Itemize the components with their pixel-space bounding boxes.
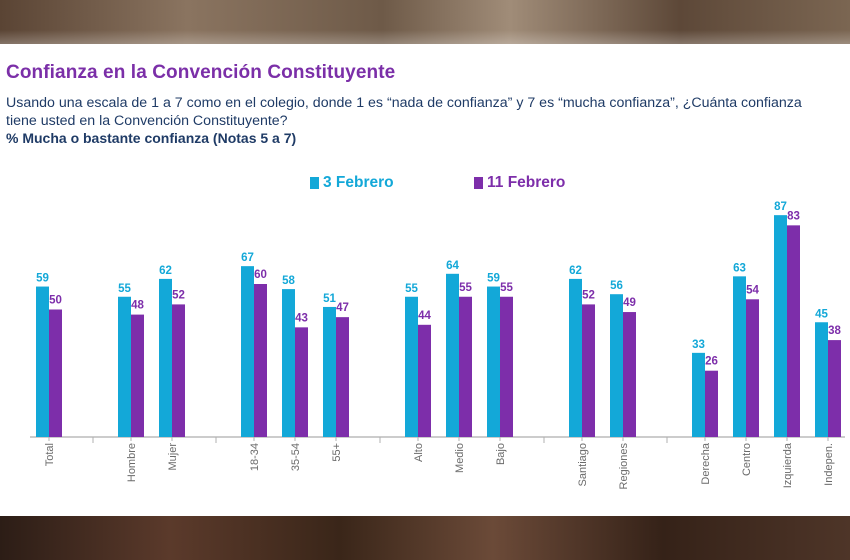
survey-question: Usando una escala de 1 a 7 como en el co… — [6, 95, 802, 129]
metric-note: % Mucha o bastante confianza (Notas 5 a … — [6, 130, 297, 146]
bar-series-2 — [828, 340, 841, 437]
legend-item-series-2: 11 Febrero — [474, 174, 565, 192]
bar-series-2 — [418, 324, 431, 437]
data-label: 43 — [295, 312, 308, 324]
legend-swatch-series-1 — [310, 177, 319, 189]
bar-series-1 — [815, 322, 828, 437]
data-label: 49 — [623, 297, 636, 309]
category-label: Indepen. — [823, 443, 835, 486]
data-label: 62 — [159, 265, 172, 277]
category-label: 18-34 — [249, 443, 261, 471]
bar-series-2 — [459, 296, 472, 437]
data-label: 59 — [36, 273, 49, 285]
bar-series-2 — [172, 304, 185, 437]
bar-series-2 — [705, 370, 718, 437]
category-label: Bajo — [495, 443, 507, 465]
bar-series-1 — [733, 276, 746, 437]
data-label: 50 — [49, 295, 62, 307]
data-label: 83 — [787, 210, 800, 222]
data-label: 51 — [323, 293, 336, 305]
legend-item-series-1: 3 Febrero — [310, 174, 394, 192]
bar-series-1 — [241, 266, 254, 437]
data-label: 33 — [692, 339, 705, 351]
background-photo-bottom — [0, 516, 850, 560]
data-label: 44 — [418, 310, 431, 322]
data-label: 52 — [582, 289, 595, 301]
bar-series-1 — [159, 278, 172, 437]
category-label: Mujer — [167, 443, 179, 471]
bar-series-2 — [131, 314, 144, 437]
data-label: 26 — [705, 356, 718, 368]
data-label: 54 — [746, 284, 759, 296]
data-label: 55 — [405, 283, 418, 295]
data-label: 47 — [336, 302, 349, 314]
bar-series-1 — [487, 286, 500, 437]
bar-series-2 — [295, 327, 308, 437]
category-label: Hombre — [126, 443, 138, 482]
bar-series-2 — [787, 225, 800, 437]
bar-series-1 — [118, 296, 131, 437]
data-label: 60 — [254, 269, 267, 281]
bar-series-1 — [774, 215, 787, 437]
legend-swatch-series-2 — [474, 177, 483, 189]
data-label: 48 — [131, 300, 144, 312]
bar-series-2 — [254, 284, 267, 437]
data-label: 87 — [774, 201, 787, 213]
bar-series-2 — [336, 317, 349, 437]
data-label: 64 — [446, 260, 459, 272]
bar-series-1 — [446, 273, 459, 437]
background-photo-top — [0, 0, 850, 44]
bar-series-2 — [746, 299, 759, 437]
data-label: 63 — [733, 262, 746, 274]
data-label: 55 — [500, 282, 513, 294]
category-label: 55+ — [331, 443, 343, 462]
data-label: 52 — [172, 289, 185, 301]
category-label: Alto — [413, 443, 425, 462]
chart-title: Confianza en la Convención Constituyente — [6, 62, 396, 83]
bar-series-1 — [405, 296, 418, 437]
bar-series-1 — [610, 294, 623, 437]
data-label: 58 — [282, 275, 295, 287]
bar-series-2 — [500, 296, 513, 437]
category-label: Derecha — [700, 442, 712, 484]
bar-series-1 — [569, 278, 582, 437]
category-label: 35-54 — [290, 443, 302, 471]
data-label: 38 — [828, 325, 841, 337]
bar-series-1 — [36, 286, 49, 437]
bar-series-1 — [282, 289, 295, 437]
bar-series-2 — [49, 309, 62, 437]
data-label: 56 — [610, 280, 623, 292]
bar-series-2 — [582, 304, 595, 437]
category-label: Regiones — [618, 443, 630, 490]
legend-label-series-1: 3 Febrero — [323, 174, 394, 191]
bar-series-2 — [623, 312, 636, 437]
chart-slide: Confianza en la Convención Constituyente… — [0, 44, 850, 516]
data-label: 55 — [118, 283, 131, 295]
data-label: 67 — [241, 252, 254, 264]
data-label: 45 — [815, 308, 828, 320]
legend-label-series-2: 11 Febrero — [487, 174, 566, 191]
category-label: Total — [44, 443, 56, 466]
category-label: Santiago — [577, 443, 589, 486]
category-label: Centro — [741, 443, 753, 476]
bar-chart: 5950Total5548Hombre6252Mujer676018-34584… — [30, 201, 845, 490]
bar-series-1 — [323, 306, 336, 437]
category-label: Izquierda — [782, 442, 794, 488]
data-label: 55 — [459, 282, 472, 294]
data-label: 62 — [569, 265, 582, 277]
data-label: 59 — [487, 273, 500, 285]
category-label: Medio — [454, 443, 466, 473]
bar-series-1 — [692, 352, 705, 437]
